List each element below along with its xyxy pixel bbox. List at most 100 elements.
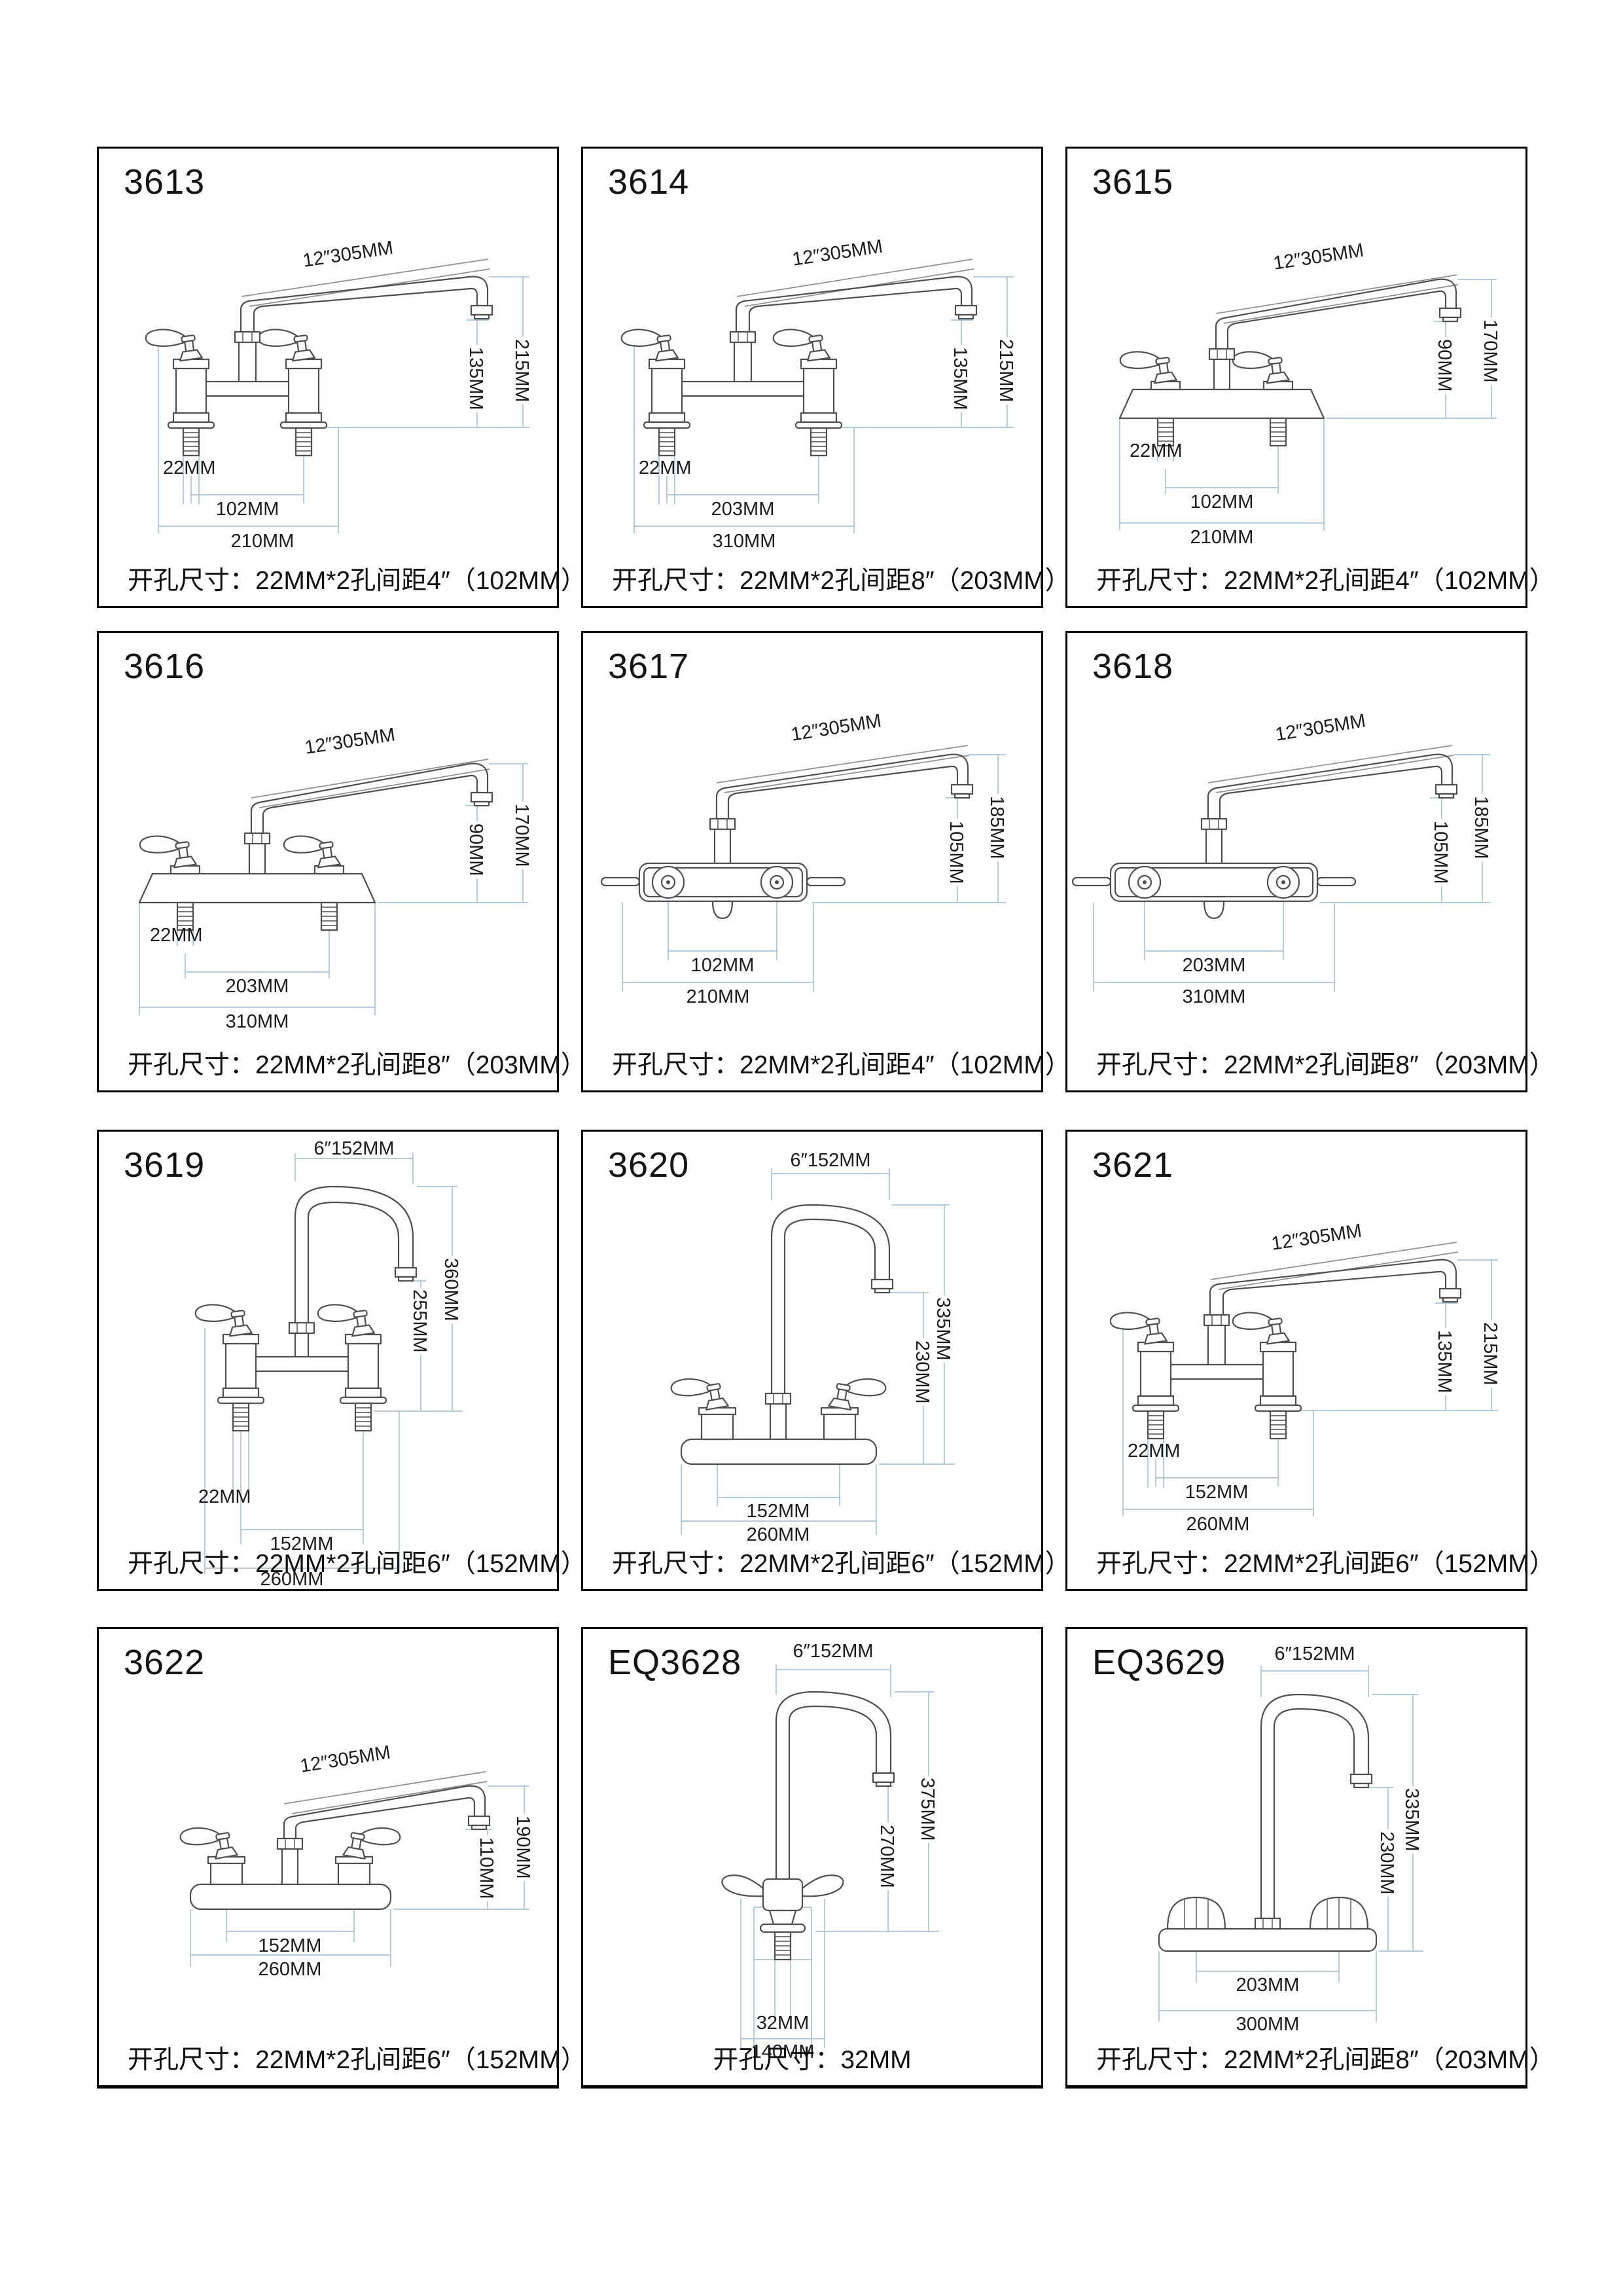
dim-hole-spacing: 152MM (270, 1534, 334, 1554)
dim-hole-spacing: 203MM (1182, 955, 1246, 976)
model-number: 3613 (124, 162, 205, 202)
drill-size-caption: 开孔尺寸：22MM*2孔间距8″（203MM） (1096, 2046, 1555, 2074)
model-number: 3618 (1092, 647, 1174, 686)
dim-total-height: 215MM (995, 337, 1016, 404)
dim-spout-height: 255MM (409, 1287, 430, 1355)
drill-size-caption: 开孔尺寸：22MM*2孔间距4″（102MM） (612, 1051, 1071, 1079)
dim-hole-diameter: 22MM (639, 457, 692, 478)
dim-spout-height: 90MM (465, 821, 486, 878)
dim-spout-length: 6″152MM (313, 1138, 395, 1159)
faucet-drawing-wallmount-long-spout (600, 745, 1006, 992)
product-cell-3622: 3622 12″305MM 190MM 110MM 152MM 260MM 开孔… (97, 1627, 586, 2089)
faucet-drawing-deckplate-long-spout (138, 759, 528, 1015)
dim-total-height: 190MM (512, 1814, 533, 1881)
dim-spout-height: 135MM (1434, 1328, 1455, 1395)
dim-total-height: 185MM (986, 794, 1007, 861)
drill-size-caption: 开孔尺寸：22MM*2孔间距8″（203MM） (612, 567, 1071, 595)
dim-hole-diameter: 22MM (198, 1486, 251, 1507)
dim-overall-width: 310MM (1182, 986, 1246, 1007)
dim-overall-width: 260MM (260, 1569, 324, 1590)
dim-hole-diameter: 22MM (1130, 440, 1183, 461)
dim-hole-spacing: 152MM (258, 1935, 322, 1956)
dim-spout-height: 110MM (476, 1835, 497, 1901)
dim-total-height: 170MM (511, 802, 532, 869)
faucet-drawing-wallmount-long-spout (178, 1771, 529, 1967)
model-number: 3616 (124, 647, 205, 686)
dim-spout-height: 230MM (1376, 1829, 1397, 1897)
drill-size-caption: 开孔尺寸：22MM*2孔间距6″（152MM） (128, 2046, 586, 2074)
product-cell-3620: 3620 6″152MM 335MM 230MM 152MM 260MM 开孔尺… (581, 1130, 1071, 1591)
dim-total-height: 375MM (917, 1776, 938, 1843)
faucet-drawing-single-hole-gooseneck (721, 1664, 939, 2048)
model-number: 3614 (608, 162, 690, 202)
dim-spout-height: 230MM (912, 1338, 933, 1406)
dim-total-height: 335MM (933, 1295, 954, 1363)
drill-size-caption: 开孔尺寸：22MM*2孔间距8″（203MM） (1096, 1051, 1555, 1079)
dim-hole-spacing: 203MM (1236, 1975, 1300, 1996)
dim-overall-width: 310MM (712, 531, 776, 552)
product-cell-3616: 3616 12″305MM 170MM 90MM 22MM 203MM 310M… (97, 631, 586, 1092)
dim-total-height: 215MM (511, 337, 532, 404)
dim-overall-width: 210MM (686, 986, 750, 1007)
dim-spout-height: 90MM (1434, 337, 1455, 394)
dim-hole-spacing: 102MM (215, 499, 279, 520)
dim-spout-length: 6″152MM (793, 1641, 874, 1662)
dim-total-height: 335MM (1401, 1786, 1422, 1854)
dim-hole-spacing: 102MM (1190, 492, 1254, 512)
product-cell-3618: 3618 12″305MM 185MM 105MM 203MM 310MM 开孔… (1065, 631, 1555, 1092)
faucet-drawing-bridge-long-spout (620, 259, 1014, 533)
dim-spout-height: 135MM (950, 345, 971, 412)
product-cell-3619: 3619 6″152MM 360MM 255MM 22MM 152MM 260M… (97, 1130, 586, 1591)
faucet-drawing-bridge-gooseneck (194, 1153, 463, 1574)
dim-spout-height: 270MM (876, 1823, 897, 1890)
drill-size-caption: 开孔尺寸：22MM*2孔间距8″（203MM） (128, 1051, 586, 1079)
model-number: 3620 (608, 1145, 690, 1185)
product-cell-3615: 3615 12″305MM 170MM 90MM 22MM 102MM 210M… (1065, 147, 1555, 608)
model-number: 3617 (608, 647, 690, 686)
model-number: 3622 (124, 1643, 205, 1682)
dim-overall-width: 260MM (258, 1959, 322, 1980)
dim-spout-height: 135MM (465, 345, 486, 412)
dim-spout-height: 105MM (1430, 819, 1451, 886)
dim-total-height: 215MM (1480, 1320, 1501, 1388)
model-number: 3619 (124, 1145, 205, 1185)
drill-size-caption: 开孔尺寸：22MM*2孔间距6″（152MM） (128, 1550, 586, 1578)
dim-overall-width: 210MM (1190, 527, 1254, 548)
product-cell-3617: 3617 12″305MM 185MM 105MM 102MM 210MM 开孔… (581, 631, 1071, 1092)
drill-size-caption: 开孔尺寸：22MM*2孔间距6″（152MM） (1096, 1550, 1555, 1578)
dim-hole-spacing: 152MM (746, 1501, 810, 1522)
drill-size-caption: 开孔尺寸：22MM*2孔间距4″（102MM） (128, 567, 586, 595)
dim-spout-height: 105MM (946, 819, 967, 886)
dim-overall-width: 310MM (225, 1011, 289, 1032)
dim-spout-length: 6″152MM (790, 1150, 871, 1171)
dim-hole-diameter: 22MM (163, 457, 216, 478)
model-number: 3615 (1092, 162, 1174, 202)
product-cell-3621: 3621 12″305MM 215MM 135MM 22MM 152MM 260… (1065, 1130, 1555, 1591)
model-number: EQ3629 (1092, 1643, 1226, 1682)
faucet-drawing-wallmount-long-spout (1071, 745, 1490, 992)
dim-spout-length: 6″152MM (1274, 1643, 1355, 1664)
product-cell-eq3628: EQ3628 6″152MM 375MM 270MM 32MM 140MM 开孔… (581, 1627, 1043, 2089)
dim-total-height: 360MM (440, 1256, 461, 1323)
dim-hole-diameter: 22MM (1128, 1441, 1181, 1462)
dim-overall-width: 210MM (230, 531, 294, 552)
drill-size-caption: 开孔尺寸：22MM*2孔间距4″（102MM） (1096, 567, 1555, 595)
product-cell-eq3629: EQ3629 6″152MM 335MM 230MM 203MM 300MM 开… (1065, 1627, 1555, 2089)
faucet-drawing-bridge-long-spout (144, 259, 529, 533)
dim-hole-diameter: 32MM (756, 2013, 810, 2034)
drill-size-caption: 开孔尺寸：32MM (713, 2046, 912, 2074)
dim-overall-width: 300MM (1236, 2014, 1300, 2035)
drill-size-caption: 开孔尺寸：22MM*2孔间距6″（152MM） (612, 1550, 1071, 1578)
product-cell-3613: 3613 12″305MM 215MM 135MM 22MM 102MM 210… (97, 147, 586, 608)
dim-hole-spacing: 152MM (1185, 1482, 1249, 1503)
dim-total-height: 170MM (1480, 317, 1501, 385)
model-number: 3621 (1092, 1145, 1174, 1185)
dim-overall-width: 260MM (1186, 1514, 1250, 1535)
dim-overall-width: 140MM (751, 2041, 815, 2062)
dim-hole-diameter: 22MM (150, 925, 203, 946)
faucet-drawing-deckplate-long-spout (1118, 274, 1497, 531)
dim-hole-spacing: 102MM (690, 955, 755, 976)
product-cell-3614: 3614 12″305MM 215MM 135MM 22MM 203MM 310… (581, 147, 1071, 608)
dim-hole-spacing: 203MM (225, 976, 289, 997)
